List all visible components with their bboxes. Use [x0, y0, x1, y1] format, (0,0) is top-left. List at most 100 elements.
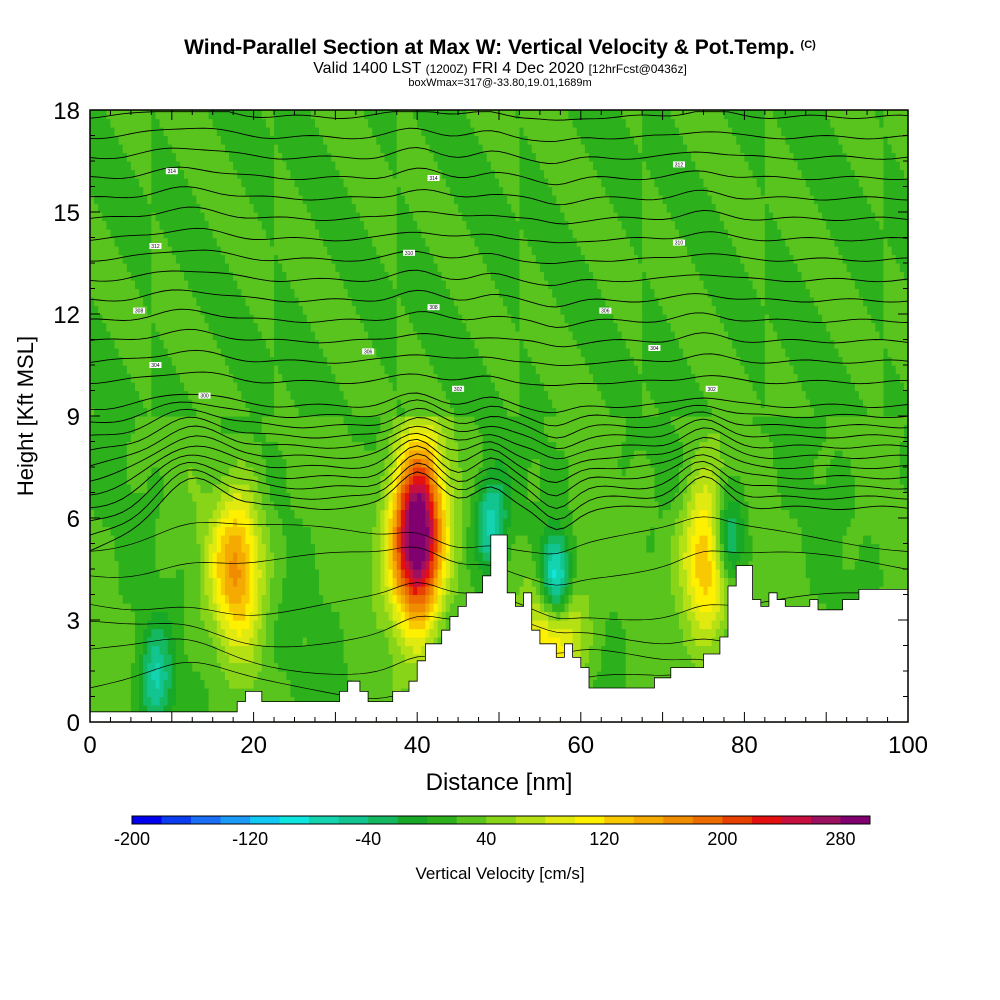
heatmap-cell	[151, 535, 157, 545]
heatmap-cell	[216, 135, 222, 145]
heatmap-cell	[110, 288, 116, 298]
heatmap-cell	[339, 509, 345, 519]
heatmap-cell	[220, 696, 226, 706]
heatmap-cell	[139, 135, 144, 145]
heatmap-cell	[163, 280, 169, 290]
heatmap-cell	[302, 620, 308, 630]
heatmap-cell	[155, 195, 161, 205]
heatmap-cell	[130, 620, 136, 630]
heatmap-cell	[368, 620, 373, 630]
heatmap-cell	[359, 246, 365, 256]
heatmap-cell	[163, 288, 169, 298]
heatmap-cell	[184, 331, 189, 341]
heatmap-cell	[200, 254, 206, 264]
heatmap-cell	[314, 509, 320, 519]
heatmap-cell	[355, 441, 361, 451]
heatmap-cell	[220, 331, 226, 341]
heatmap-cell	[368, 365, 373, 375]
heatmap-cell	[179, 654, 185, 664]
heatmap-cell	[139, 424, 144, 434]
heatmap-cell	[167, 161, 173, 171]
heatmap-cell	[106, 441, 112, 451]
heatmap-cell	[143, 356, 148, 366]
heatmap-cell	[175, 535, 181, 545]
heatmap-cell	[282, 178, 287, 188]
heatmap-cell	[114, 127, 120, 137]
heatmap-cell	[114, 195, 120, 205]
heatmap-cell	[364, 331, 369, 341]
heatmap-cell	[184, 305, 189, 315]
heatmap-cell	[278, 161, 283, 171]
heatmap-cell	[261, 679, 267, 689]
heatmap-cell	[155, 424, 161, 434]
heatmap-cell	[286, 654, 292, 664]
heatmap-cell	[278, 373, 283, 383]
heatmap-cell	[130, 475, 136, 485]
heatmap-cell	[155, 611, 161, 621]
heatmap-cell	[139, 671, 144, 681]
heatmap-cell	[126, 407, 132, 417]
heatmap-cell	[319, 526, 324, 536]
heatmap-cell	[359, 365, 365, 375]
heatmap-cell	[249, 450, 255, 460]
heatmap-cell	[200, 535, 206, 545]
heatmap-cell	[220, 212, 226, 222]
heatmap-cell	[151, 169, 157, 179]
heatmap-cell	[110, 118, 116, 128]
heatmap-cell	[314, 603, 320, 613]
heatmap-cell	[204, 696, 210, 706]
heatmap-cell	[102, 110, 107, 120]
heatmap-cell	[274, 407, 279, 417]
heatmap-cell	[216, 390, 222, 400]
heatmap-cell	[359, 382, 365, 392]
heatmap-cell	[192, 390, 197, 400]
heatmap-cell	[343, 407, 349, 417]
heatmap-cell	[90, 118, 95, 128]
heatmap-cell	[245, 144, 251, 154]
heatmap-cell	[306, 127, 312, 137]
heatmap-cell	[241, 552, 247, 562]
heatmap-cell	[171, 705, 177, 715]
heatmap-cell	[245, 492, 251, 502]
heatmap-cell	[106, 373, 112, 383]
heatmap-cell	[184, 135, 189, 145]
heatmap-cell	[265, 458, 271, 468]
heatmap-cell	[229, 203, 234, 213]
heatmap-cell	[212, 178, 218, 188]
heatmap-cell	[249, 416, 255, 426]
heatmap-cell	[220, 569, 226, 579]
heatmap-cell	[134, 322, 140, 332]
heatmap-cell	[204, 110, 210, 120]
heatmap-cell	[298, 161, 304, 171]
heatmap-cell	[143, 305, 148, 315]
heatmap-cell	[147, 705, 152, 715]
heatmap-cell	[306, 161, 312, 171]
heatmap-cell	[130, 628, 136, 638]
heatmap-cell	[269, 577, 275, 587]
heatmap-cell	[118, 161, 124, 171]
heatmap-cell	[118, 594, 124, 604]
heatmap-cell	[261, 280, 267, 290]
heatmap-cell	[319, 237, 324, 247]
heatmap-cell	[339, 118, 345, 128]
heatmap-cell	[98, 552, 103, 562]
heatmap-cell	[229, 322, 234, 332]
heatmap-cell	[106, 203, 112, 213]
heatmap-cell	[323, 118, 328, 128]
heatmap-cell	[319, 569, 324, 579]
heatmap-cell	[114, 254, 120, 264]
heatmap-cell	[155, 365, 161, 375]
heatmap-cell	[355, 586, 361, 596]
heatmap-cell	[114, 492, 120, 502]
heatmap-cell	[355, 288, 361, 298]
heatmap-cell	[102, 433, 107, 443]
heatmap-cell	[188, 356, 193, 366]
heatmap-cell	[257, 356, 263, 366]
heatmap-cell	[196, 662, 202, 672]
heatmap-cell	[143, 254, 148, 264]
heatmap-cell	[282, 688, 287, 698]
heatmap-cell	[151, 382, 157, 392]
heatmap-cell	[306, 169, 312, 179]
heatmap-cell	[192, 560, 197, 570]
heatmap-cell	[306, 339, 312, 349]
